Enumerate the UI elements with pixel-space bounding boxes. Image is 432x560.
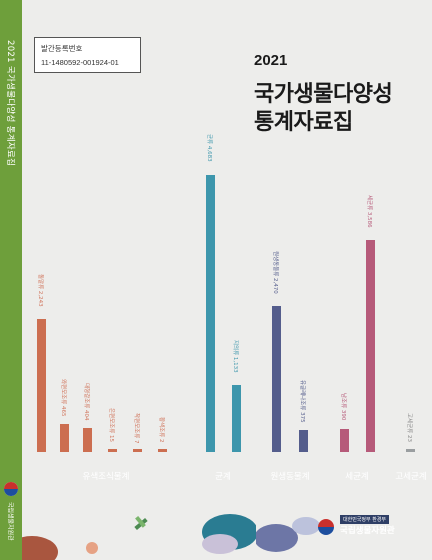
group-label: 세균계 bbox=[345, 472, 369, 482]
chart-bar-label: 유글레나조류 375 bbox=[299, 380, 305, 423]
group-band-protozoa: 원생동물계 bbox=[256, 452, 324, 560]
group-label: 원생동물계 bbox=[270, 472, 310, 482]
registration-number: 11-1480592-001924-01 bbox=[41, 58, 119, 67]
chart-bar bbox=[37, 319, 46, 452]
chart-bar-label: 와편모조류 465 bbox=[60, 378, 66, 417]
group-illustration bbox=[202, 514, 256, 554]
chart-bar bbox=[272, 306, 281, 452]
book-spine: 2021 국가생물다양성 통계자료집 국립생물자원관 bbox=[0, 0, 22, 560]
registration-box: 발간등록번호 11-1480592-001924-01 bbox=[34, 37, 141, 73]
group-label: 고세균계 bbox=[395, 472, 427, 482]
group-band-chromista: 유색조식물계 bbox=[22, 452, 190, 560]
chart-bar-label: 돌말류 2,243 bbox=[37, 273, 43, 307]
chart-bar-label: 세균류 3,586 bbox=[366, 194, 372, 228]
chart-bar bbox=[158, 449, 167, 452]
chart-bar-label: 대형갈조류 404 bbox=[83, 382, 89, 421]
chart-bar-label: 균류 4,683 bbox=[206, 134, 212, 162]
publisher-ministry: 대한민국정부 환경부 bbox=[340, 515, 389, 524]
group-band-archaea: 고세균계 bbox=[390, 452, 432, 560]
government-emblem-icon bbox=[318, 519, 334, 535]
group-illustration bbox=[256, 517, 320, 552]
chart-bar bbox=[366, 240, 375, 452]
chart-bar bbox=[406, 449, 415, 452]
chart-bar bbox=[83, 428, 92, 452]
group-band-bacteria: 세균계 bbox=[324, 452, 390, 560]
biodiversity-bar-chart: 유색조식물계 균계 원생동물계 세균계 고세균계 돌말류 2,243 와편모조류 … bbox=[22, 0, 432, 560]
cover-year: 2021 bbox=[254, 52, 288, 69]
chart-bar-label: 고세균류 23 bbox=[406, 412, 412, 442]
chart-bar-label: 지의류 1,133 bbox=[232, 339, 238, 373]
chart-bar bbox=[206, 175, 215, 452]
chart-bar-label: 착편모조류 7 bbox=[133, 412, 139, 444]
chart-bar bbox=[108, 449, 117, 452]
cover-title-line1: 국가생물다양성 bbox=[254, 82, 393, 107]
chart-bar bbox=[299, 430, 308, 452]
group-label: 균계 bbox=[215, 472, 231, 482]
publisher-org: 국립생물자원관 bbox=[340, 526, 395, 536]
chart-bar bbox=[60, 424, 69, 452]
cover-title-line2: 통계자료집 bbox=[254, 110, 353, 135]
registration-label: 발간등록번호 bbox=[41, 44, 83, 53]
spine-title: 2021 국가생물다양성 통계자료집 bbox=[5, 40, 15, 167]
spine-publisher: 국립생물자원관 bbox=[6, 502, 14, 541]
government-emblem-icon bbox=[4, 482, 18, 496]
chart-bar-label: 남조류 390 bbox=[340, 392, 346, 421]
chart-bar bbox=[340, 429, 349, 452]
group-band-fungi: 균계 bbox=[190, 452, 256, 560]
chart-bar-label: 은편모조류 15 bbox=[108, 408, 114, 443]
group-label: 유색조식물계 bbox=[82, 472, 130, 482]
chart-bar bbox=[133, 449, 142, 452]
group-illustration bbox=[22, 515, 148, 560]
chart-bar-label: 황색조류 2 bbox=[158, 417, 164, 443]
chart-bar bbox=[232, 385, 241, 452]
chart-bar-label: 원생동물류 2,470 bbox=[272, 251, 278, 295]
